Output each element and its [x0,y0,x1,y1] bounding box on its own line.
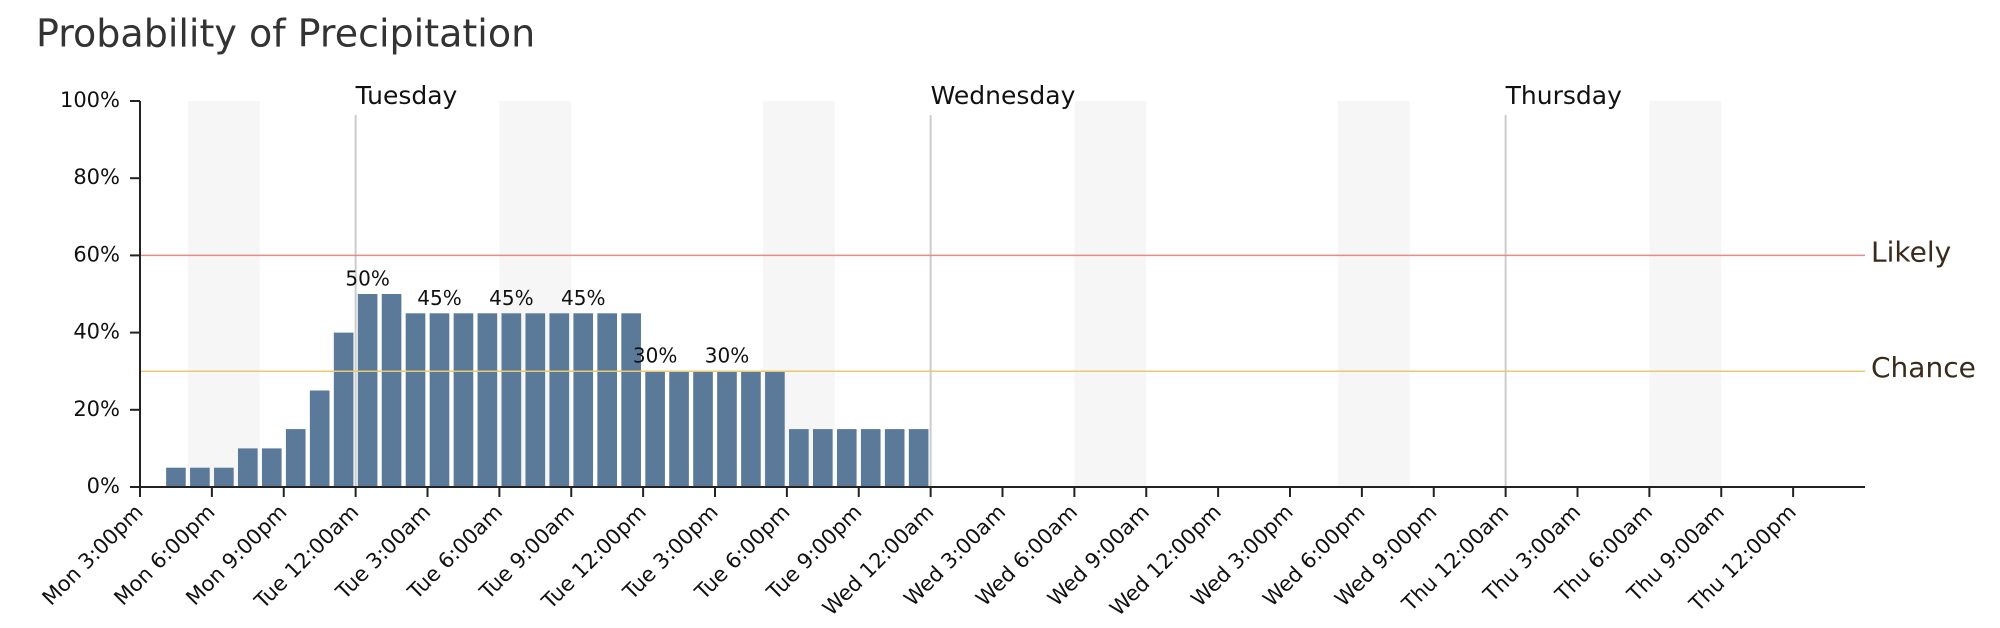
bar [693,371,713,487]
threshold-label: Likely [1871,235,1951,268]
bar [501,313,522,487]
bar [333,332,354,487]
day-label: Tuesday [355,81,458,110]
value-label: 30% [705,344,749,368]
value-label: 45% [561,286,605,310]
bar [525,313,546,487]
shade-band [1074,101,1147,487]
bar [741,371,761,487]
bar [357,294,378,487]
bar [309,390,330,487]
chart-title: Probability of Precipitation [36,12,535,56]
day-label: Thursday [1505,81,1622,110]
y-tick-label: 60% [73,242,120,266]
y-tick-label: 100% [60,88,120,112]
shade-band [1337,101,1410,487]
y-tick-label: 20% [73,397,120,421]
bar [884,429,905,487]
value-label: 50% [345,267,389,291]
value-label: 45% [417,286,461,310]
shade-band [187,101,260,487]
bar [812,429,833,487]
bar [669,371,689,487]
bar [765,371,785,487]
bar [190,467,210,487]
y-tick-label: 80% [73,165,120,189]
bar [405,313,426,487]
bar [597,313,618,487]
value-label: 45% [489,286,533,310]
bar [237,448,258,487]
threshold-label: Chance [1871,351,1976,384]
bar [645,371,665,487]
bar [573,313,594,487]
y-tick-label: 40% [73,320,120,344]
bar [477,313,498,487]
y-tick-label: 0% [87,474,120,498]
bar [860,429,881,487]
bar [789,429,809,487]
bar [381,294,402,487]
bar [214,467,234,487]
shade-band [1649,101,1722,487]
bar [166,467,186,487]
bar [549,313,570,487]
bar [453,313,474,487]
day-label: Wednesday [931,81,1076,110]
value-label: 30% [633,344,677,368]
bar [429,313,450,487]
bar [621,313,641,487]
bar [717,371,737,487]
bar [261,448,282,487]
bar [285,429,306,487]
bar [836,429,857,487]
bar [908,429,929,487]
